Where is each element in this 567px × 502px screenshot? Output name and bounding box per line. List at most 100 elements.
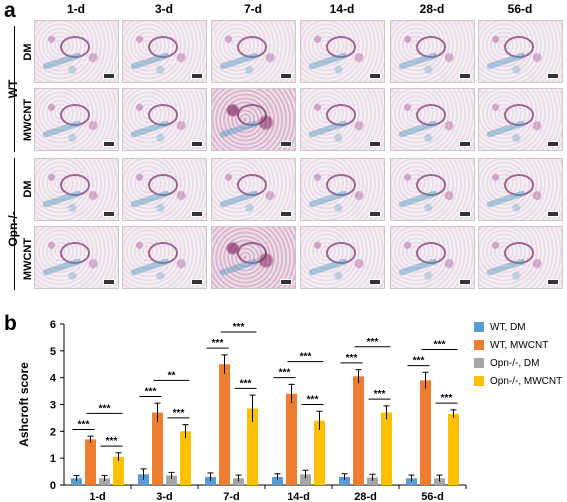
bar <box>367 477 378 485</box>
significance-label: *** <box>240 378 252 389</box>
histology-image-opn-mwcnt-7-d <box>211 226 296 289</box>
histology-image-wt-mwcnt-28-d <box>390 88 475 151</box>
histology-image-wt-dm-7-d <box>211 20 296 83</box>
bar <box>434 478 445 485</box>
scale-bar <box>369 141 381 147</box>
bar <box>381 412 392 485</box>
histology-image-wt-dm-56-d <box>478 20 563 83</box>
y-tick-label: 2 <box>50 426 56 438</box>
significance-label: *** <box>99 403 111 414</box>
scale-bar <box>369 73 381 79</box>
significance-label: *** <box>212 338 224 349</box>
significance-label: *** <box>233 322 245 333</box>
bar <box>99 478 110 485</box>
scale-bar <box>459 211 471 217</box>
y-tick-label: 3 <box>50 400 56 412</box>
col-header-56d: 56-d <box>507 2 533 16</box>
panel-a-letter: a <box>4 0 16 22</box>
bar <box>420 380 431 485</box>
scale-bar <box>280 211 292 217</box>
row-label-wt-dm: DM <box>22 43 34 61</box>
histology-image-wt-dm-28-d <box>390 20 475 83</box>
legend-swatch-opn-dm <box>474 358 484 368</box>
histology-image-opn-dm-1-d <box>34 158 119 221</box>
histology-image-wt-dm-3-d <box>122 20 207 83</box>
histology-image-wt-mwcnt-1-d <box>34 88 119 151</box>
bar <box>233 478 244 485</box>
y-tick-label: 1 <box>50 453 56 465</box>
bar <box>247 408 258 485</box>
scale-bar <box>547 211 559 217</box>
bar <box>85 439 96 485</box>
scale-bar <box>280 73 292 79</box>
histology-image-opn-dm-14-d <box>300 158 385 221</box>
legend-item-wt-mwcnt: WT, MWCNT <box>474 336 562 354</box>
bar <box>286 393 297 485</box>
bar <box>406 478 417 485</box>
scale-bar <box>103 211 115 217</box>
legend-label-opn-mwcnt: Opn-/-, MWCNT <box>490 375 563 387</box>
bar <box>272 476 283 485</box>
histology-image-opn-dm-3-d <box>122 158 207 221</box>
scale-bar <box>191 211 203 217</box>
scale-bar <box>547 141 559 147</box>
bar <box>300 474 311 485</box>
histology-image-wt-mwcnt-56-d <box>478 88 563 151</box>
bar <box>71 478 82 485</box>
bar <box>314 420 325 485</box>
col-header-7d: 7-d <box>244 2 262 16</box>
histology-image-opn-dm-56-d <box>478 158 563 221</box>
significance-label: *** <box>307 395 319 406</box>
scale-bar <box>103 73 115 79</box>
bar <box>339 476 350 485</box>
significance-label: *** <box>367 337 379 348</box>
x-tick-label: 28-d <box>354 491 377 502</box>
scale-bar <box>103 279 115 285</box>
significance-label: *** <box>78 419 90 430</box>
scale-bar <box>459 141 471 147</box>
scale-bar <box>547 73 559 79</box>
significance-label: *** <box>279 368 291 379</box>
panel-b-letter: b <box>4 312 17 335</box>
scale-bar <box>280 141 292 147</box>
legend-label-wt-dm: WT, DM <box>490 321 526 333</box>
col-header-14d: 14-d <box>329 2 355 16</box>
chart-legend: WT, DM WT, MWCNT Opn-/-, DM Opn-/-, MWCN… <box>474 318 562 390</box>
significance-label: *** <box>300 352 312 363</box>
bar <box>166 475 177 485</box>
y-tick-label: 4 <box>50 373 57 385</box>
histology-image-opn-mwcnt-56-d <box>478 226 563 289</box>
y-tick-label: 6 <box>50 319 56 331</box>
histology-image-opn-dm-28-d <box>390 158 475 221</box>
significance-label: *** <box>346 353 358 364</box>
x-tick-label: 7-d <box>223 491 240 502</box>
y-tick-label: 0 <box>50 480 56 492</box>
legend-swatch-opn-mwcnt <box>474 376 484 386</box>
group-bracket-wt <box>14 26 16 152</box>
group-label-wt: WT <box>6 79 20 99</box>
legend-item-opn-dm: Opn-/-, DM <box>474 354 562 372</box>
histology-image-opn-dm-7-d <box>211 158 296 221</box>
histology-image-wt-dm-14-d <box>300 20 385 83</box>
scale-bar <box>369 279 381 285</box>
scale-bar <box>459 279 471 285</box>
legend-item-wt-dm: WT, DM <box>474 318 562 336</box>
bar <box>152 412 163 485</box>
histology-image-opn-mwcnt-14-d <box>300 226 385 289</box>
histology-image-opn-mwcnt-1-d <box>34 226 119 289</box>
histology-image-opn-mwcnt-28-d <box>390 226 475 289</box>
scale-bar <box>103 141 115 147</box>
bar <box>113 456 124 485</box>
scale-bar <box>191 141 203 147</box>
histology-image-wt-mwcnt-3-d <box>122 88 207 151</box>
significance-label: ** <box>168 370 176 381</box>
histology-image-wt-mwcnt-7-d <box>211 88 296 151</box>
x-tick-label: 3-d <box>156 491 173 502</box>
ashcroft-bar-chart: 0 1 2 3 4 5 6 Ashcroft score 1-d 3-d 7-d 14-d 28-d 56… <box>17 319 467 502</box>
col-header-1d: 1-d <box>67 2 85 16</box>
x-tick-label: 14-d <box>287 491 310 502</box>
scale-bar <box>191 73 203 79</box>
bar <box>448 413 459 485</box>
significance-label: *** <box>106 436 118 447</box>
row-label-opn-dm: DM <box>22 180 34 198</box>
